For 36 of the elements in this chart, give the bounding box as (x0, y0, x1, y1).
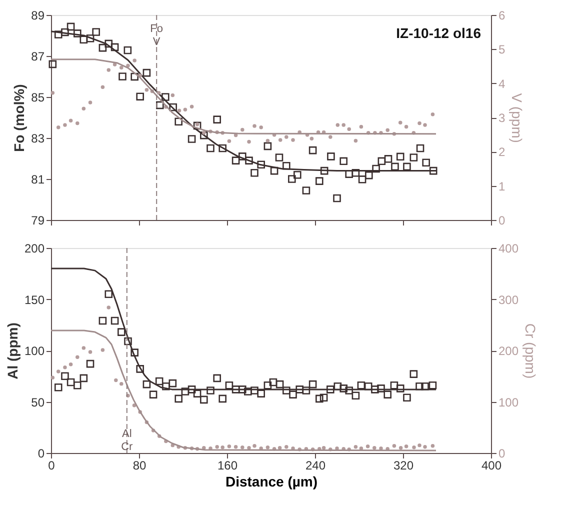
y2-tick-label: 6 (498, 8, 506, 22)
y-tick-label: 81 (31, 172, 45, 186)
y2-tick-label: 3 (498, 111, 506, 125)
x-tick-label: 80 (132, 458, 146, 472)
y2-tick-label: 200 (498, 344, 519, 358)
y-tick-label: 50 (31, 395, 45, 410)
y-tick-label: 83 (31, 132, 45, 146)
y-tick-label: 85 (31, 90, 45, 104)
y2-tick-label: 4 (498, 76, 506, 91)
annotation: IZ-10-12 ol16 (396, 25, 482, 41)
y2-tick-label: 300 (498, 292, 519, 307)
y2-axis-title: V (ppm) (509, 93, 526, 143)
y2-tick-label: 5 (498, 42, 506, 57)
ref-line-label: Fo V (150, 23, 164, 48)
y2-tick-label: 1 (498, 179, 506, 194)
y-tick-label: 150 (24, 292, 45, 307)
x-tick-label: 400 (481, 458, 502, 472)
x-tick-label: 240 (305, 458, 326, 472)
y-tick-label: 79 (31, 214, 45, 228)
x-tick-label: 160 (217, 458, 238, 472)
y-tick-label: 200 (24, 242, 45, 256)
y2-tick-label: 400 (498, 242, 519, 256)
y-tick-label: 0 (38, 446, 45, 460)
y-tick-label: 87 (31, 50, 45, 64)
y2-tick-label: 0 (498, 446, 506, 460)
y2-tick-label: 100 (498, 395, 519, 410)
y2-tick-label: 2 (498, 145, 506, 160)
y-axis-title: Al (ppm) (4, 322, 20, 380)
x-tick-label: 0 (48, 458, 56, 472)
y2-tick-label: 0 (498, 214, 506, 228)
x-tick-label: 320 (393, 458, 414, 472)
y2-axis-title: Cr (ppm) (522, 323, 539, 379)
x-axis-title: Distance (µm) (225, 474, 318, 490)
y-tick-label: 89 (31, 8, 45, 22)
y-tick-label: 100 (24, 344, 45, 358)
y-axis-title: Fo (mol%) (11, 84, 28, 152)
